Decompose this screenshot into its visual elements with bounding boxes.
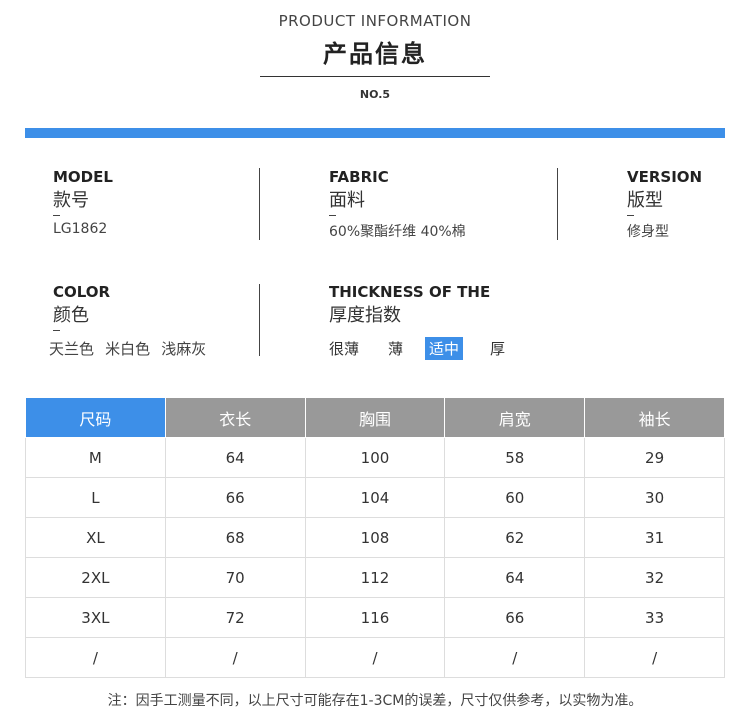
model-label-cn: 款号 <box>53 190 89 211</box>
table-cell: / <box>25 637 166 678</box>
color-option: 天兰色 <box>49 340 95 358</box>
size-table: 尺码 衣长 胸围 肩宽 袖长 M 64 100 58 29 L 66 104 6… <box>25 397 725 678</box>
model-dash <box>53 215 60 216</box>
color-block: COLOR 颜色 <box>53 283 110 336</box>
color-label-en: COLOR <box>53 283 111 301</box>
version-label-cn: 版型 <box>627 190 663 211</box>
divider-3 <box>259 284 260 356</box>
color-values: 天兰色 米白色 浅麻灰 <box>49 338 206 359</box>
table-cell: 32 <box>584 557 725 598</box>
header-sleeve: 袖长 <box>584 397 725 438</box>
version-label-en: VERSION <box>627 168 703 186</box>
divider-1 <box>259 168 260 240</box>
thickness-option-selected: 适中 <box>425 337 464 360</box>
header-length: 衣长 <box>164 397 306 438</box>
table-cell: 30 <box>584 477 725 518</box>
table-cell: 66 <box>164 477 306 518</box>
table-cell: 104 <box>304 477 446 518</box>
table-cell: 116 <box>304 597 446 638</box>
table-cell: 100 <box>304 437 446 478</box>
table-cell: 108 <box>304 517 446 558</box>
fabric-value: 60%聚酯纤维 40%棉 <box>329 224 466 240</box>
fabric-label-cn: 面料 <box>329 190 365 211</box>
thickness-label-cn: 厚度指数 <box>329 305 401 326</box>
measurement-note: 注：因手工测量不同，以上尺寸可能存在1-3CM的误差，尺寸仅供参考，以实物为准。 <box>107 693 643 709</box>
table-row: 2XL 70 112 64 32 <box>25 557 725 598</box>
header-chest: 胸围 <box>304 397 446 438</box>
table-row: L 66 104 60 30 <box>25 477 725 518</box>
fabric-block: FABRIC 面料 60%聚酯纤维 40%棉 <box>329 168 466 241</box>
title-divider <box>260 76 490 77</box>
table-cell: 64 <box>164 437 306 478</box>
title-chinese: 产品信息 <box>323 39 427 68</box>
table-cell: 29 <box>584 437 725 478</box>
accent-bar <box>25 128 725 138</box>
color-option: 浅麻灰 <box>161 340 207 358</box>
header-size: 尺码 <box>25 397 166 438</box>
table-row: XL 68 108 62 31 <box>25 517 725 558</box>
table-cell: / <box>584 637 725 678</box>
table-cell: L <box>25 477 166 518</box>
table-row: 3XL 72 116 66 33 <box>25 597 725 638</box>
color-option: 米白色 <box>105 340 151 358</box>
table-cell: 3XL <box>25 597 166 638</box>
table-cell: 58 <box>444 437 586 478</box>
table-cell: 31 <box>584 517 725 558</box>
section-number: NO.5 <box>359 88 391 101</box>
table-cell: 2XL <box>25 557 166 598</box>
table-cell: 66 <box>444 597 586 638</box>
model-label-en: MODEL <box>53 168 113 186</box>
thickness-label-en: THICKNESS OF THE <box>329 283 491 301</box>
thickness-scale: 很薄 薄 适中 厚 <box>329 337 529 360</box>
color-label-cn: 颜色 <box>53 305 89 326</box>
table-cell: 68 <box>164 517 306 558</box>
table-row: / / / / / <box>25 637 725 678</box>
table-cell: XL <box>25 517 166 558</box>
thickness-option: 很薄 <box>329 340 360 358</box>
table-cell: M <box>25 437 166 478</box>
thickness-block: THICKNESS OF THE 厚度指数 <box>329 283 490 327</box>
table-cell: 33 <box>584 597 725 638</box>
table-cell: / <box>164 637 306 678</box>
divider-2 <box>557 168 558 240</box>
table-cell: 70 <box>164 557 306 598</box>
model-value: LG1862 <box>53 221 108 237</box>
table-row: M 64 100 58 29 <box>25 437 725 478</box>
fabric-label-en: FABRIC <box>329 168 389 186</box>
version-dash <box>627 215 634 216</box>
table-cell: 64 <box>444 557 586 598</box>
table-cell: 62 <box>444 517 586 558</box>
thickness-option: 厚 <box>490 340 506 358</box>
table-cell: / <box>304 637 446 678</box>
table-cell: / <box>444 637 586 678</box>
table-cell: 112 <box>304 557 446 598</box>
version-block: VERSION 版型 修身型 <box>627 168 702 241</box>
model-block: MODEL 款号 LG1862 <box>53 168 113 237</box>
table-cell: 72 <box>164 597 306 638</box>
color-dash <box>53 330 60 331</box>
fabric-dash <box>329 215 336 216</box>
table-header-row: 尺码 衣长 胸围 肩宽 袖长 <box>25 397 725 438</box>
version-value: 修身型 <box>627 224 669 240</box>
header-shoulder: 肩宽 <box>444 397 586 438</box>
thickness-option: 薄 <box>388 340 404 358</box>
table-cell: 60 <box>444 477 586 518</box>
title-english: PRODUCT INFORMATION <box>278 12 472 30</box>
